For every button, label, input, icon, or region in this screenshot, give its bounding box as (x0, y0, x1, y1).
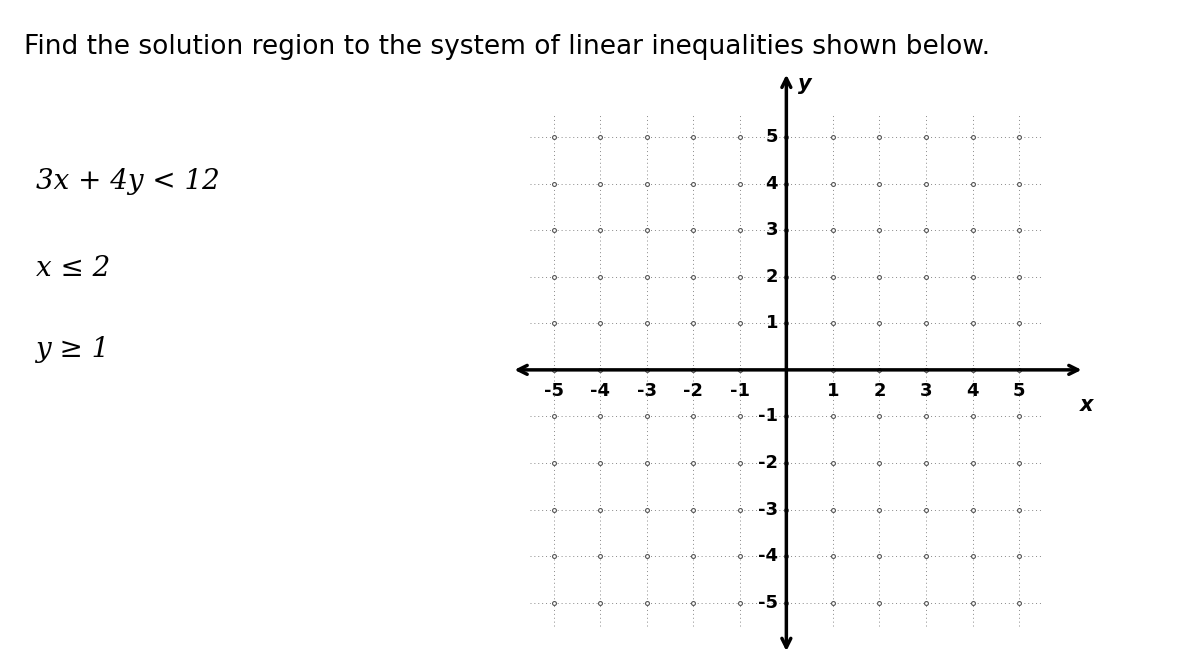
Text: -1: -1 (758, 407, 778, 425)
Text: -3: -3 (758, 501, 778, 519)
Text: -5: -5 (758, 593, 778, 612)
Text: -4: -4 (590, 382, 610, 400)
Text: 3: 3 (920, 382, 932, 400)
Text: y: y (798, 74, 811, 94)
Text: 4: 4 (766, 175, 778, 193)
Text: 3x + 4y < 12: 3x + 4y < 12 (36, 168, 220, 195)
Text: -2: -2 (683, 382, 703, 400)
Text: -2: -2 (758, 454, 778, 472)
Text: 1: 1 (827, 382, 839, 400)
Text: 4: 4 (966, 382, 979, 400)
Text: 3: 3 (766, 221, 778, 239)
Text: 2: 2 (766, 267, 778, 286)
Text: x: x (1080, 396, 1093, 415)
Text: y ≥ 1: y ≥ 1 (36, 336, 109, 363)
Text: -1: -1 (730, 382, 750, 400)
Text: 1: 1 (766, 314, 778, 332)
Text: 2: 2 (874, 382, 886, 400)
Text: -3: -3 (637, 382, 656, 400)
Text: 5: 5 (766, 128, 778, 146)
Text: x ≤ 2: x ≤ 2 (36, 255, 109, 282)
Text: -4: -4 (758, 547, 778, 565)
Text: 5: 5 (1013, 382, 1026, 400)
Text: Find the solution region to the system of linear inequalities shown below.: Find the solution region to the system o… (24, 34, 990, 60)
Text: -5: -5 (544, 382, 564, 400)
